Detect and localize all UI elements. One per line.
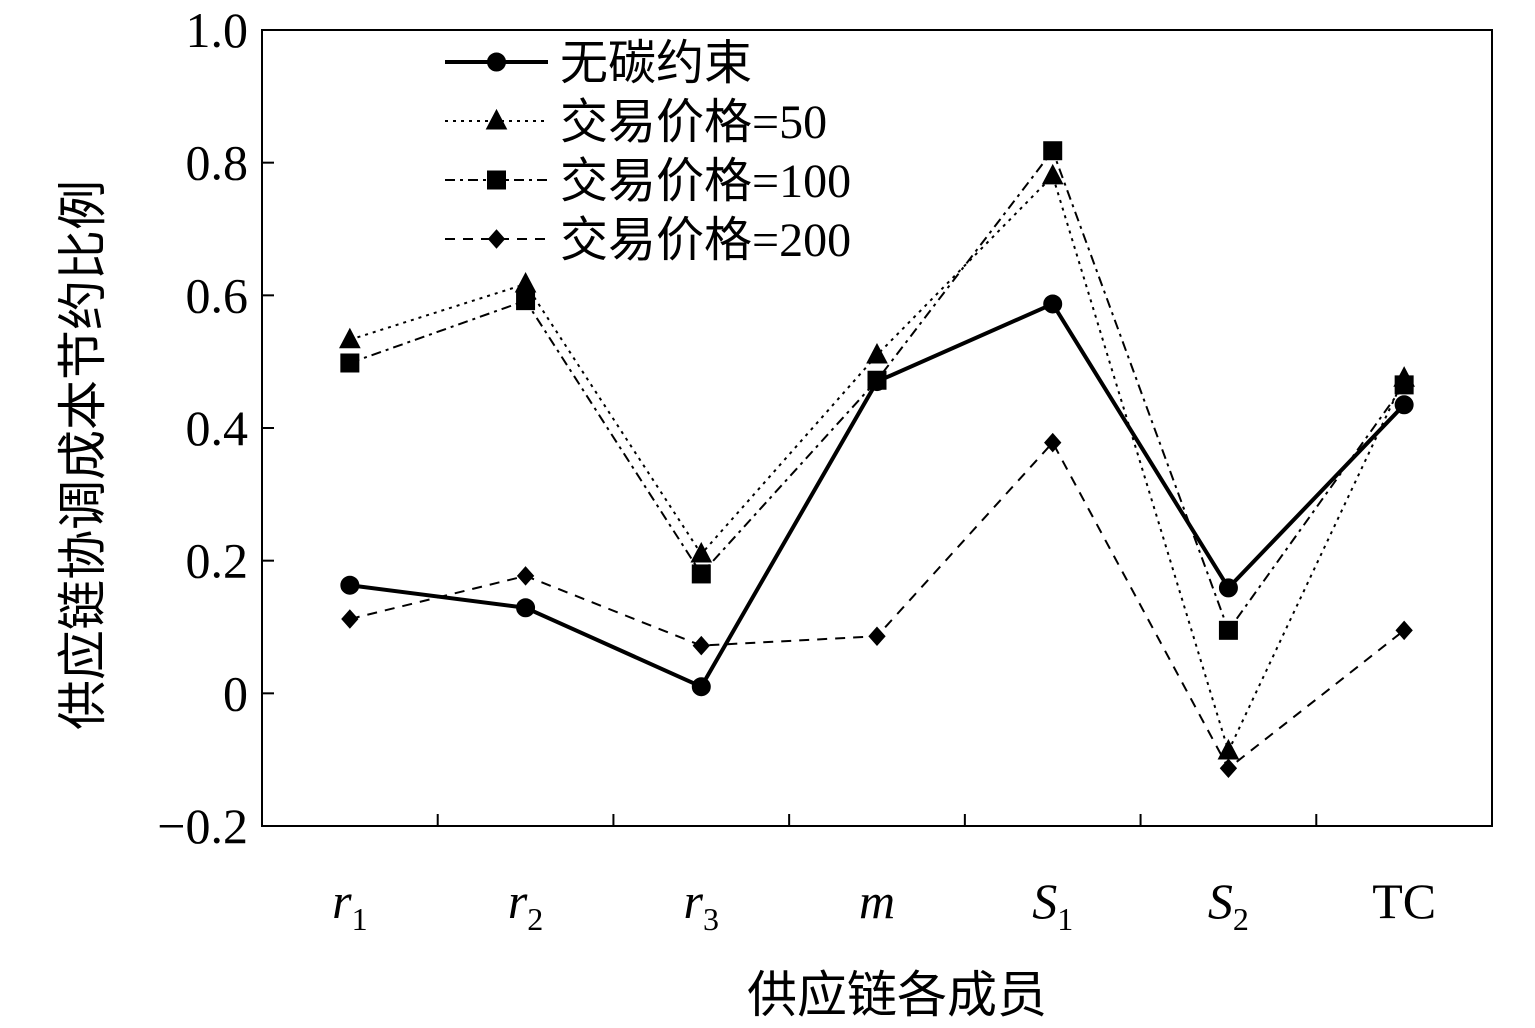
series-marker <box>487 170 506 190</box>
y-axis-title: 供应链协调成本节约比例 <box>55 180 111 730</box>
series-marker <box>691 564 711 584</box>
series-marker <box>1043 141 1063 161</box>
legend-item: 交易价格=50 <box>445 96 827 149</box>
series-1 <box>339 163 1415 760</box>
series-marker <box>341 609 359 629</box>
plot-frame <box>261 29 1493 827</box>
x-tick-label: S1 <box>1032 873 1073 937</box>
series-marker <box>340 575 360 595</box>
series-marker <box>692 635 710 656</box>
series-marker <box>1219 758 1238 779</box>
series-marker <box>1218 578 1238 598</box>
plot-border <box>261 29 1493 827</box>
x-tick-label: TC <box>1372 873 1436 929</box>
y-tick-label: −0.2 <box>157 798 248 854</box>
series-marker <box>487 52 506 72</box>
series-marker <box>339 327 361 349</box>
series-marker <box>1043 294 1063 314</box>
series-line <box>349 174 1406 753</box>
series-marker <box>1395 620 1413 641</box>
x-tick-label: r2 <box>508 873 543 937</box>
x-tick-label: r1 <box>332 873 367 937</box>
legend-item: 交易价格=200 <box>445 214 851 267</box>
legend-item: 交易价格=100 <box>445 155 851 208</box>
series-marker <box>1041 163 1064 185</box>
legend-label: 交易价格=100 <box>560 155 851 208</box>
legend-label: 无碳约束 <box>560 37 752 90</box>
y-tick-label: 0.2 <box>186 533 249 589</box>
series-marker <box>340 353 360 373</box>
series-marker <box>690 541 713 563</box>
series-marker <box>1218 620 1238 640</box>
y-tick-label: 1.0 <box>186 2 249 58</box>
legend-label: 交易价格=50 <box>560 96 827 149</box>
y-tick-label: 0.6 <box>186 267 249 323</box>
x-axis: r1 r2 r3 m S1 S2 TC <box>332 814 1436 937</box>
series-marker <box>514 271 537 293</box>
series-marker <box>516 598 536 618</box>
series-marker <box>516 566 535 586</box>
legend-label: 交易价格=200 <box>560 214 851 267</box>
y-tick-label: 0.4 <box>186 400 249 456</box>
legend-item: 无碳约束 <box>445 37 752 90</box>
series-marker <box>1394 375 1414 395</box>
x-tick-label: r3 <box>684 873 719 937</box>
series-layer <box>339 141 1415 779</box>
series-marker <box>691 677 711 697</box>
y-axis: −0.2 0 0.2 0.4 0.6 0.8 1.0 <box>157 2 274 854</box>
series-0 <box>340 294 1414 697</box>
series-3 <box>341 432 1413 779</box>
series-marker <box>867 372 887 392</box>
x-tick-label: S2 <box>1208 873 1249 937</box>
x-axis-title: 供应链各成员 <box>747 967 1047 1023</box>
series-marker <box>516 291 536 311</box>
series-marker <box>868 626 886 647</box>
series-marker <box>1044 432 1062 453</box>
y-tick-label: 0.8 <box>186 135 249 191</box>
y-tick-label: 0 <box>223 665 248 721</box>
series-marker <box>1217 738 1240 760</box>
series-marker <box>866 342 888 364</box>
x-tick-label: m <box>859 873 895 929</box>
series-marker <box>485 108 508 130</box>
series-marker <box>487 229 506 249</box>
series-marker <box>1394 395 1414 415</box>
